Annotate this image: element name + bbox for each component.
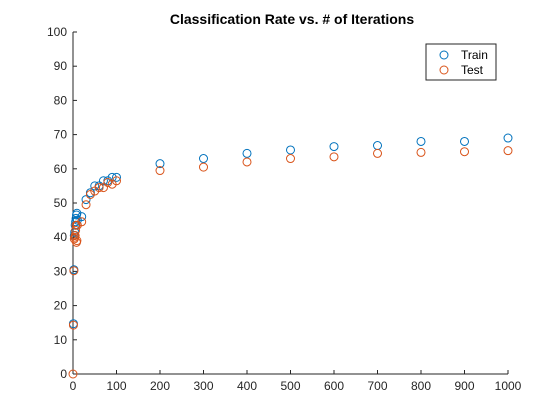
legend-box [425,43,497,81]
y-tick-label: 40 [54,230,68,244]
data-point-test [81,200,91,210]
data-point-train [503,133,513,143]
data-point-train [460,136,469,146]
data-point-train [112,172,121,182]
data-point-test [71,225,81,235]
data-point-test [503,146,513,156]
data-point-test [94,183,104,193]
x-tick-label: 200 [150,379,170,393]
x-tick-label: 100 [106,379,126,393]
data-point-test [68,369,78,379]
legend-marker-test [439,65,449,75]
data-point-test [112,176,121,186]
data-points [68,133,513,379]
x-tick-label: 300 [193,379,213,393]
series-test [68,146,513,379]
data-point-test [77,217,87,227]
data-point-train [286,145,295,155]
legend-marker-train [439,50,449,60]
x-tick-label: 1000 [495,379,522,393]
y-tick-label: 50 [54,196,68,210]
legend-label-test: Test [461,63,484,77]
data-point-train [90,181,100,191]
y-tick-label: 10 [54,333,68,347]
data-point-train [98,176,108,186]
data-point-test [460,147,469,157]
data-point-test [68,320,78,330]
x-tick-label: 0 [70,379,77,393]
data-point-train [329,142,339,152]
y-tick-label: 20 [54,299,68,313]
legend-label-train: Train [461,48,488,62]
data-point-train [155,159,165,169]
data-point-test [286,154,295,164]
y-tick-label: 100 [47,25,67,39]
data-point-test [242,157,252,167]
y-tick-label: 30 [54,264,68,278]
data-point-test [70,230,80,240]
y-tick-label: 70 [54,128,68,142]
x-tick-label: 400 [237,379,257,393]
chart-title: Classification Rate vs. # of Iterations [170,11,415,27]
data-point-test [69,266,79,276]
x-tick-label: 700 [367,379,387,393]
data-point-train [199,154,208,164]
x-axis-ticks: 0 100 200 300 400 500 600 700 800 900 1000 [70,370,522,393]
x-tick-label: 800 [411,379,431,393]
y-tick-label: 90 [54,59,68,73]
series-train [68,133,513,329]
data-point-test [199,162,208,172]
y-tick-label: 80 [54,93,68,107]
data-point-train [373,141,382,151]
data-point-test [155,166,165,176]
axes [72,32,508,375]
y-tick-label: 60 [54,162,68,176]
data-point-train [242,148,252,158]
data-point-test [373,148,382,158]
data-point-train [72,208,82,218]
x-tick-label: 900 [454,379,474,393]
data-point-train [77,212,87,222]
x-tick-label: 600 [324,379,344,393]
data-point-test [72,236,82,246]
data-point-test [416,147,426,157]
data-point-test [103,177,113,187]
data-point-train [416,136,426,146]
y-tick-label: 0 [60,367,67,381]
x-tick-label: 500 [280,379,300,393]
data-point-test [329,152,339,162]
